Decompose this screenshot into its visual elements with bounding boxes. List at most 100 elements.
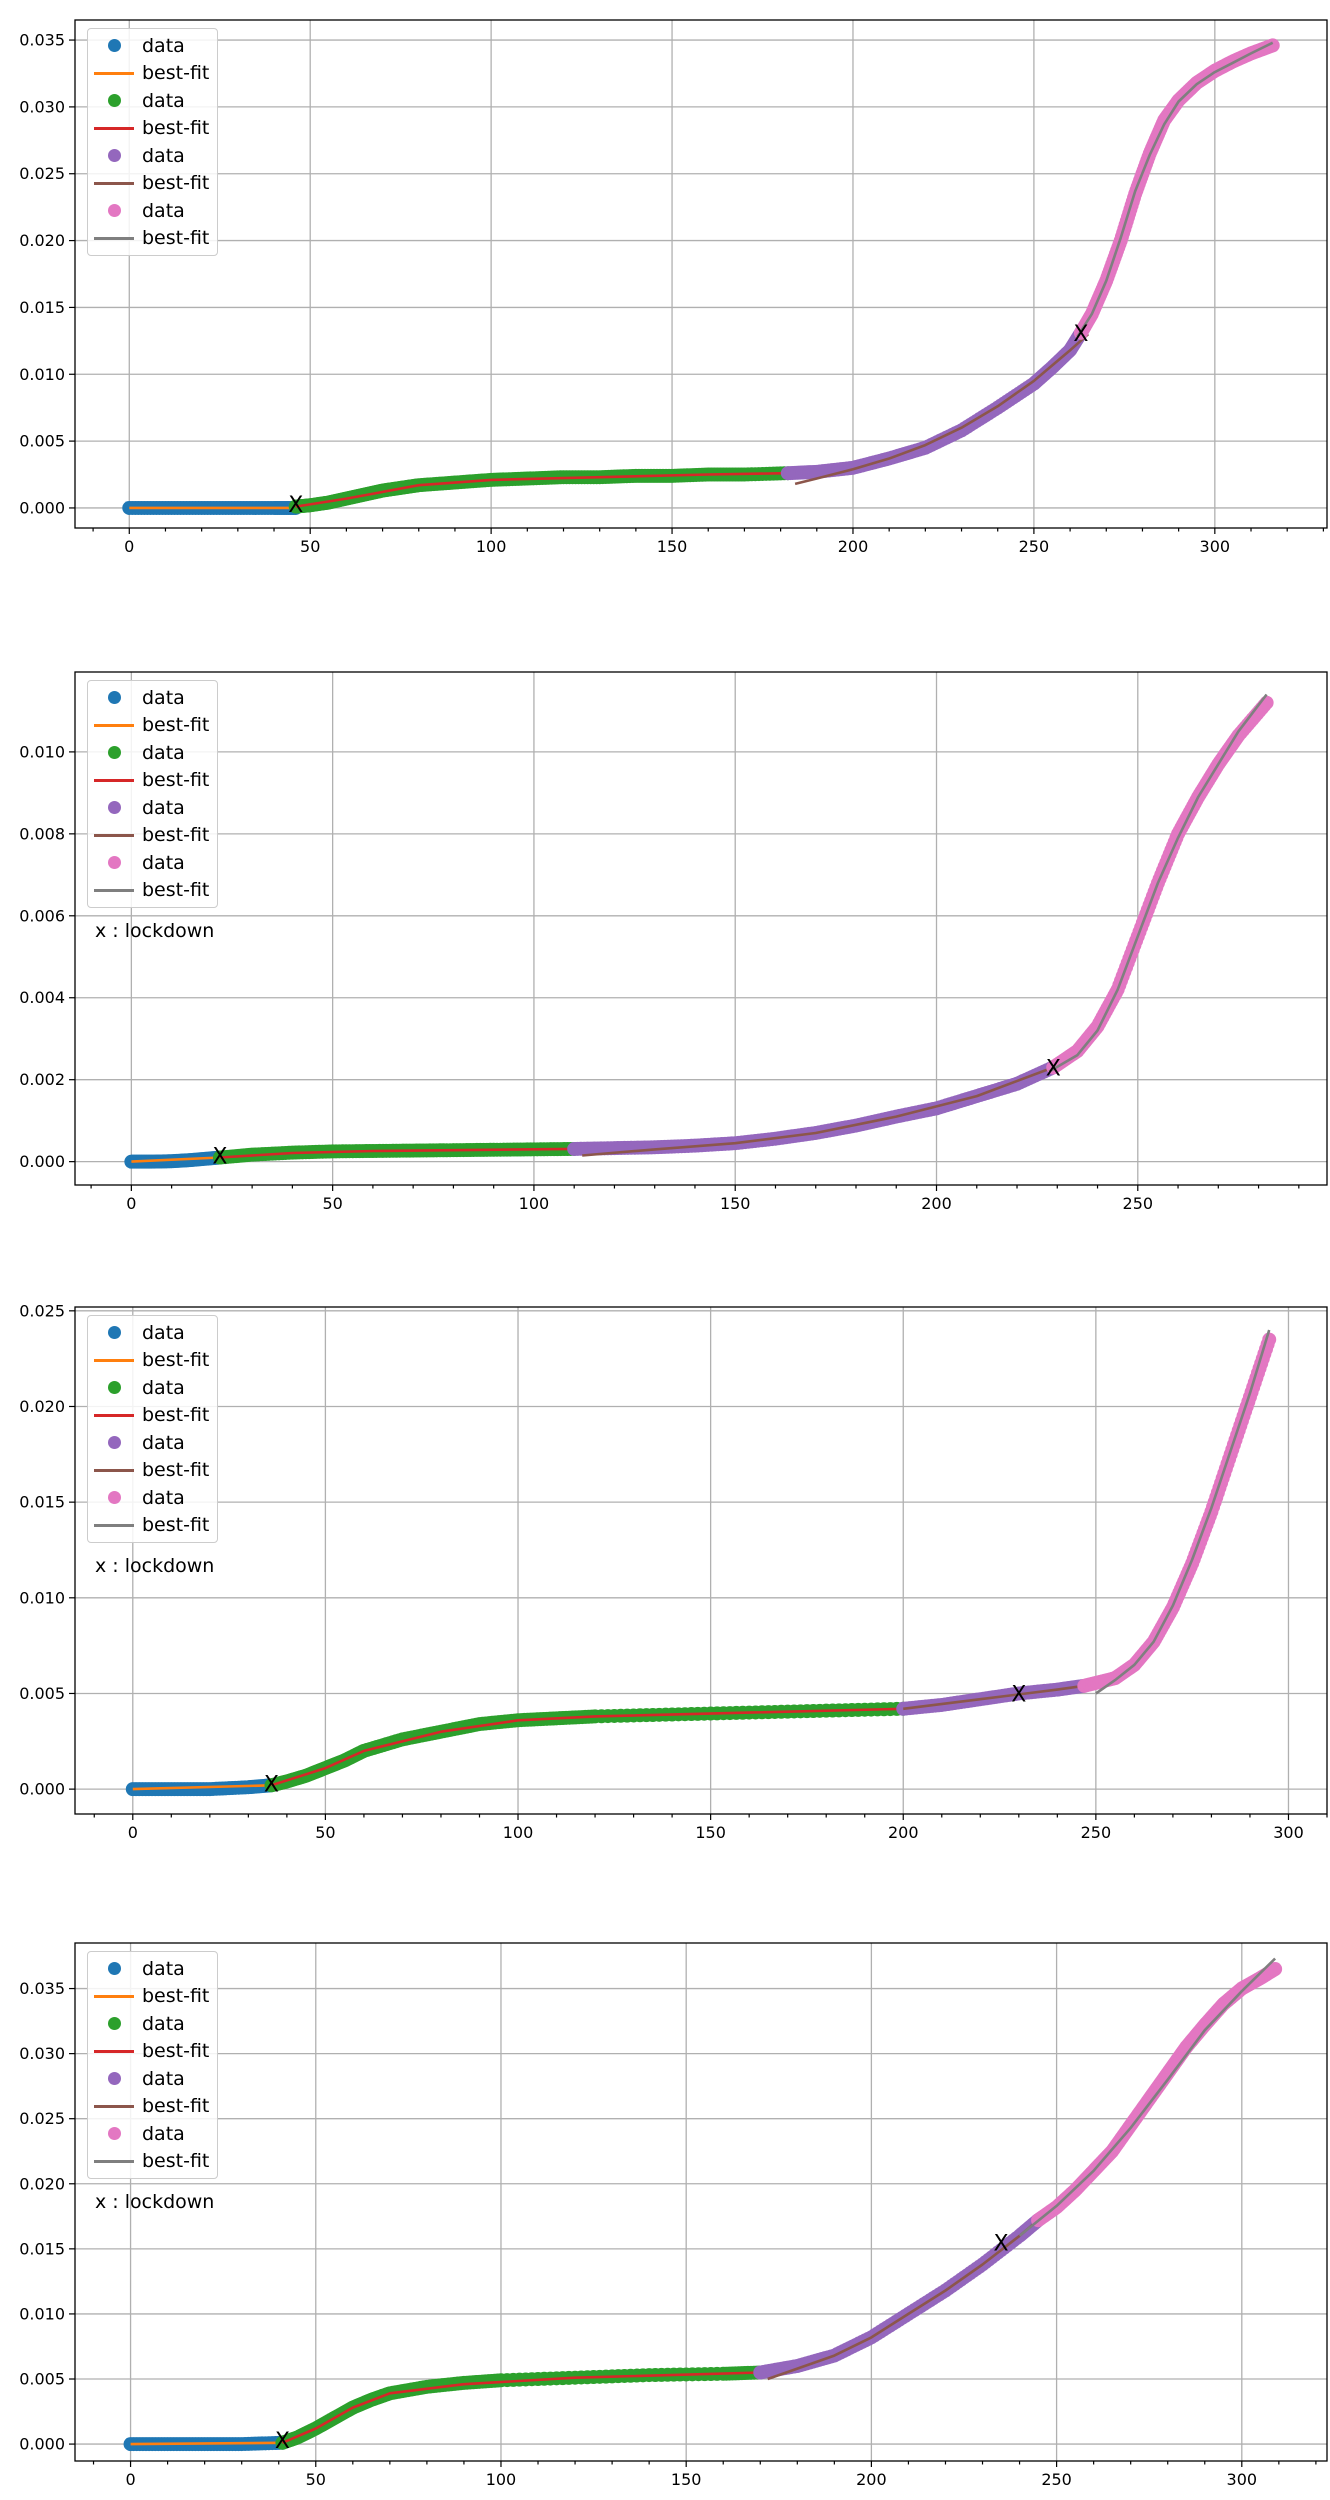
y-tick-label: 0.030 <box>19 2044 65 2063</box>
lockdown-marker: X <box>1046 1056 1061 1081</box>
legend-marker-dot <box>107 2072 121 2086</box>
y-tick-label: 0.000 <box>19 1152 65 1171</box>
legend-marker-dot <box>107 1436 121 1450</box>
x-tick-label: 150 <box>695 1823 726 1842</box>
best-fit-line <box>1018 1957 1277 2237</box>
legend-entry: data <box>92 739 209 767</box>
legend-marker-dot <box>107 801 121 815</box>
fit-series-3 <box>281 2371 761 2444</box>
legend-label: best-fit <box>142 1985 210 2008</box>
legend-entry: best-fit <box>92 2038 209 2066</box>
y-tick-label: 0.010 <box>19 2304 65 2323</box>
legend-marker-dot <box>107 2017 121 2031</box>
lockdown-marker: X <box>275 2429 290 2454</box>
legend-entry: data <box>92 197 209 225</box>
legend-marker-line <box>94 1523 134 1527</box>
fit-series-7 <box>1018 1957 1277 2237</box>
x-tick-label: 250 <box>1019 537 1050 556</box>
legend-label: data <box>142 1431 185 1454</box>
plot-area: X X 0 50 100 150 200 250 300 0.000 0.005 0.010 0.015… <box>19 1942 1328 2489</box>
x-tick-label: 300 <box>1273 1823 1304 1842</box>
y-tick-label: 0.004 <box>19 988 65 1007</box>
y-tick-label: 0.020 <box>19 2174 65 2193</box>
best-fit-line <box>794 333 1090 486</box>
legend-marker-line <box>94 888 134 892</box>
legend-marker-dot <box>107 149 121 163</box>
best-fit-line <box>131 1156 220 1163</box>
x-tick-label: 100 <box>486 2470 517 2489</box>
lockdown-note: x : lockdown <box>95 1555 215 1577</box>
data-series-4 <box>780 325 1088 481</box>
legend-marker-line <box>94 723 134 727</box>
y-tick-label: 0.005 <box>19 2370 65 2389</box>
legend: data best-fit data best-fit data best-fit data… <box>87 680 219 908</box>
legend-marker-line <box>94 236 134 240</box>
x-tick-label: 250 <box>1123 1194 1154 1213</box>
fit-series-5 <box>582 1066 1054 1157</box>
legend-entry: data <box>92 794 209 822</box>
y-tick-label: 0.025 <box>19 164 65 183</box>
legend-entry: data <box>92 87 209 115</box>
legend-entry: best-fit <box>92 1983 209 2011</box>
plot-area: X X 0 50 100 150 200 250 300 0.000 0.005 0.010 0.015… <box>19 1301 1328 1842</box>
legend-marker-line <box>94 2049 134 2053</box>
legend-entry: best-fit <box>92 712 209 740</box>
legend-label: data <box>142 89 185 112</box>
best-fit-line <box>1095 1329 1271 1695</box>
legend-marker-dot <box>107 746 121 760</box>
y-axis-label <box>0 1351 20 1771</box>
legend-entry: data <box>92 684 209 712</box>
fit-series-5 <box>903 1684 1085 1711</box>
fit-series-1 <box>131 1156 220 1163</box>
legend-label: best-fit <box>142 62 210 85</box>
legend-marker-dot <box>107 1962 121 1976</box>
greece-chart: X X 0 50 100 150 200 250 0.000 0.002 0.004 0.006 0.0… <box>0 640 1330 1260</box>
data-series-4 <box>567 1060 1061 1156</box>
legend-marker-line <box>94 1358 134 1362</box>
x-tick-label: 50 <box>315 1823 335 1842</box>
data-series-2 <box>275 2365 768 2450</box>
data-series-0 <box>125 1778 279 1797</box>
legend-marker-dot <box>107 1491 121 1505</box>
x-tick-label: 150 <box>671 2470 702 2489</box>
x-tick-label: 200 <box>838 537 869 556</box>
y-tick-label: 0.015 <box>19 298 65 317</box>
data-series-2 <box>264 1701 911 1793</box>
axes-frame <box>74 1942 1328 2462</box>
legend-entry: data <box>92 2120 209 2148</box>
lockdown-marker: X <box>1011 1682 1026 1707</box>
best-fit-line <box>295 471 788 508</box>
fit-series-3 <box>295 471 788 508</box>
legend-entry: best-fit <box>92 1402 209 1430</box>
lockdown-marker: X <box>264 1772 279 1797</box>
x-tick-label: 0 <box>124 537 134 556</box>
legend: data best-fit data best-fit data best-fit data… <box>87 1951 219 2179</box>
legend-label: data <box>142 2067 185 2090</box>
y-tick-label: 0.010 <box>19 365 65 384</box>
legend-label: best-fit <box>142 2040 210 2063</box>
x-tick-label: 200 <box>921 1194 952 1213</box>
legend-label: best-fit <box>142 769 210 792</box>
legend-label: data <box>142 1486 185 1509</box>
legend-marker-line <box>94 833 134 837</box>
legend: data best-fit data best-fit data best-fit data… <box>87 28 219 256</box>
x-tick-label: 50 <box>306 2470 326 2489</box>
y-axis-label <box>0 1992 20 2412</box>
x-tick-label: 200 <box>888 1823 919 1842</box>
best-fit-line <box>132 1784 272 1791</box>
x-tick-label: 50 <box>300 537 320 556</box>
legend-marker-line <box>94 181 134 185</box>
legend: data best-fit data best-fit data best-fit data… <box>87 1315 219 1543</box>
axes-frame <box>74 1306 1328 1815</box>
legend-label: best-fit <box>142 714 210 737</box>
lockdown-note: x : lockdown <box>95 920 215 942</box>
x-tick-label: 100 <box>476 537 507 556</box>
legend-entry: best-fit <box>92 170 209 198</box>
y-tick-label: 0.006 <box>19 906 65 925</box>
legend-label: best-fit <box>142 1459 210 1482</box>
best-fit-line <box>903 1684 1085 1711</box>
best-fit-line <box>1076 41 1274 338</box>
legend-entry: data <box>92 1429 209 1457</box>
y-tick-label: 0.002 <box>19 1070 65 1089</box>
legend-marker-line <box>94 126 134 130</box>
